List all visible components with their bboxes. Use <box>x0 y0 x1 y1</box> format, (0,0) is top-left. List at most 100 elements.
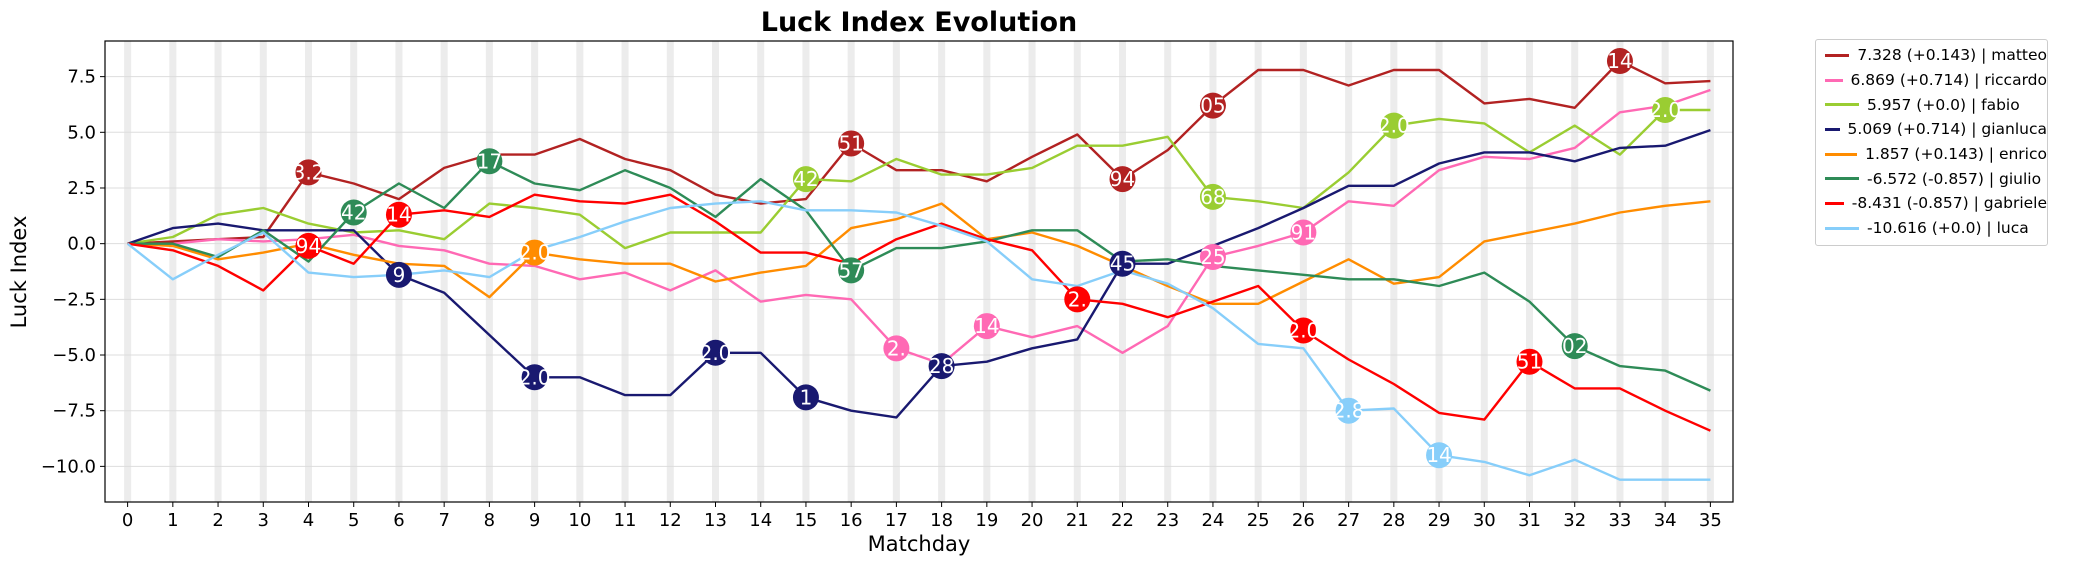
x-axis-label: Matchday <box>868 532 971 556</box>
marker-label: 2.0 <box>700 341 732 365</box>
column-band <box>1661 41 1669 502</box>
marker-dot <box>702 339 729 366</box>
x-tick-label: 10 <box>568 510 591 531</box>
x-tick-label: 28 <box>1382 510 1405 531</box>
marker-label: 28 <box>929 354 954 378</box>
marker-dot <box>838 130 865 157</box>
marker-dot <box>295 159 322 186</box>
marker-gianluca: 1 <box>792 384 819 411</box>
marker-label: 57 <box>838 258 863 282</box>
x-tick-label: 19 <box>975 510 998 531</box>
x-tick-label: 26 <box>1292 510 1315 531</box>
marker-giulio: 17 <box>476 148 503 175</box>
marker-gabriele: 14 <box>385 201 412 228</box>
marker-gabriele: 51 <box>1516 348 1543 375</box>
marker-gianluca: 45 <box>1109 250 1136 277</box>
marker-matteo: 05 <box>1199 92 1226 119</box>
marker-dot <box>385 261 412 288</box>
column-band <box>1616 41 1624 502</box>
legend-label: 5.069 (+0.714) | gianluca <box>1847 120 2047 139</box>
marker-label: 94 <box>1110 167 1135 191</box>
legend-item-luca: -10.616 (+0.0) | luca <box>1816 216 2047 241</box>
column-band <box>259 41 267 502</box>
marker-label: 02 <box>1562 334 1587 358</box>
legend-swatch <box>1825 78 1843 82</box>
x-tick-label: 0 <box>122 510 133 531</box>
legend-swatch <box>1825 226 1859 230</box>
marker-dot <box>1335 397 1362 424</box>
series-line-fabio <box>127 108 1711 250</box>
plot-frame <box>104 40 1734 503</box>
marker-dot <box>1109 250 1136 277</box>
marker-dot <box>838 257 865 284</box>
marker-dot <box>1064 286 1091 313</box>
marker-dot <box>1290 317 1317 344</box>
marker-gianluca: 28 <box>928 353 955 380</box>
x-tick-label: 27 <box>1337 510 1360 531</box>
marker-label: 2.0 <box>519 365 551 389</box>
x-tick-label: 17 <box>885 510 908 531</box>
x-tick-label: 9 <box>529 510 540 531</box>
marker-giulio: 02 <box>1561 333 1588 360</box>
column-band <box>1345 41 1353 502</box>
marker-label: 3.2 <box>293 160 325 184</box>
marker-label: 2.0 <box>1649 98 1681 122</box>
marker-dot <box>1516 348 1543 375</box>
marker-dot <box>1290 219 1317 246</box>
marker-matteo: 51 <box>838 130 865 157</box>
marker-riccardo: 14 <box>973 313 1000 340</box>
column-band <box>531 41 539 502</box>
column-band <box>576 41 584 502</box>
marker-riccardo: 25 <box>1199 244 1226 271</box>
marker-dot <box>1561 333 1588 360</box>
marker-dot <box>1199 183 1226 210</box>
legend-swatch <box>1825 53 1850 57</box>
marker-matteo: 94 <box>1109 166 1136 193</box>
legend-label: 5.957 (+0.0) | fabio <box>1867 95 2020 114</box>
y-axis: −10.0 −7.5 −5.0 −2.5 0.0 2.5 5.0 7.5 <box>41 67 105 477</box>
column-band <box>1073 41 1081 502</box>
marker-fabio: 2.0 <box>1649 97 1681 124</box>
column-band <box>1706 41 1714 502</box>
y-tick-label: 0.0 <box>67 234 96 255</box>
column-band <box>983 41 991 502</box>
marker-dot <box>476 148 503 175</box>
x-tick-label: 4 <box>303 510 314 531</box>
marker-dot <box>1199 244 1226 271</box>
column-band <box>214 41 222 502</box>
x-tick-label: 29 <box>1428 510 1451 531</box>
legend-item-fabio: 5.957 (+0.0) | fabio <box>1816 92 2047 117</box>
marker-label: 94 <box>296 234 321 258</box>
grid-lines <box>105 76 1733 467</box>
column-band <box>124 41 132 502</box>
marker-label: 42 <box>793 167 818 191</box>
marker-dot <box>1109 166 1136 193</box>
marker-label: 14 <box>1426 443 1451 467</box>
marker-label: 2. <box>887 336 906 360</box>
x-tick-label: 33 <box>1608 510 1631 531</box>
marker-dot <box>521 239 548 266</box>
x-tick-label: 22 <box>1111 510 1134 531</box>
marker-label: 14 <box>1607 49 1632 73</box>
marker-label: 05 <box>1200 94 1225 118</box>
marker-dot <box>792 384 819 411</box>
column-band <box>938 41 946 502</box>
x-tick-label: 20 <box>1021 510 1044 531</box>
marker-label: 2.0 <box>1378 114 1410 138</box>
legend-item-matteo: 7.328 (+0.143) | matteo <box>1816 43 2047 68</box>
legend-label: -10.616 (+0.0) | luca <box>1867 219 2029 238</box>
x-tick-label: 31 <box>1518 510 1541 531</box>
legend-swatch <box>1825 127 1840 131</box>
marker-label: 51 <box>838 131 863 155</box>
x-tick-label: 32 <box>1563 510 1586 531</box>
legend-item-riccardo: 6.869 (+0.714) | riccardo <box>1816 68 2047 93</box>
x-tick-label: 7 <box>438 510 449 531</box>
column-band <box>1028 41 1036 502</box>
x-tick-label: 1 <box>167 510 178 531</box>
series-lines <box>126 59 1711 481</box>
marker-label: 1 <box>800 385 813 409</box>
legend-label: 6.869 (+0.714) | riccardo <box>1850 71 2047 90</box>
x-tick-label: 24 <box>1201 510 1224 531</box>
column-band <box>485 41 493 502</box>
marker-dot <box>1652 97 1679 124</box>
